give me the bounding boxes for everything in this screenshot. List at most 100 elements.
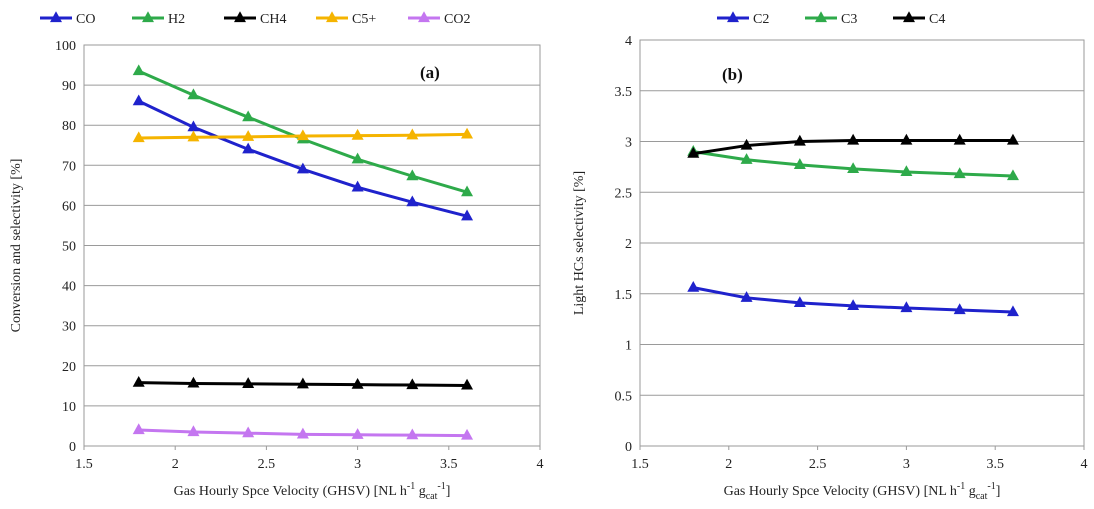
data-point <box>242 110 255 122</box>
data-point <box>351 377 364 389</box>
legend-label: H2 <box>168 12 185 27</box>
legend-item-co2: CO2 <box>408 11 470 27</box>
data-point <box>461 185 474 197</box>
data-point <box>187 376 200 388</box>
data-point <box>740 291 753 302</box>
legend-swatch-marker <box>727 11 739 23</box>
y-tick-label: 1 <box>625 339 632 354</box>
data-point <box>351 152 364 164</box>
data-point <box>242 130 255 141</box>
chart-panel-a: 0 10 20 30 40 50 60 70 80 90 100 1.5 2 2.5 3 3.5 4 CO H2 CH… <box>9 11 544 502</box>
y-tick-label: 0.5 <box>615 389 633 404</box>
legend-label: C2 <box>753 12 769 27</box>
data-point <box>1006 133 1019 145</box>
data-point <box>132 94 145 106</box>
y-tick-label: 4 <box>625 34 632 49</box>
x-tick-label: 3.5 <box>986 457 1004 472</box>
data-point <box>900 301 913 313</box>
data-point <box>132 423 145 435</box>
legend-item-c2: C2 <box>717 11 769 27</box>
legend-label: C4 <box>929 12 945 27</box>
data-point <box>132 131 145 143</box>
legend-swatch-marker <box>326 11 338 23</box>
data-point <box>900 165 913 177</box>
data-point <box>461 209 474 221</box>
data-point <box>406 428 419 440</box>
y-tick-label: 100 <box>55 39 76 54</box>
y-tick-label: 30 <box>62 320 76 335</box>
x-tick-label: 4 <box>1081 457 1088 472</box>
y-tick-label: 2.5 <box>615 186 633 201</box>
x-tick-label: 2 <box>725 457 732 472</box>
data-point <box>847 133 860 145</box>
series-c4 <box>687 133 1019 158</box>
y-tick-label: 80 <box>62 119 76 134</box>
data-point <box>351 428 364 439</box>
series-line <box>138 99 468 218</box>
data-point <box>687 146 700 158</box>
series-c5 <box>132 127 474 143</box>
data-point <box>187 425 200 437</box>
data-point <box>740 153 753 164</box>
x-tick-label: 3.5 <box>440 457 458 472</box>
legend-item-c3: C3 <box>805 11 857 27</box>
legend-swatch-marker <box>234 11 246 23</box>
data-point <box>1006 305 1019 317</box>
legend-label: C3 <box>841 12 857 27</box>
legend-label: C5+ <box>352 12 376 27</box>
data-point <box>296 377 309 389</box>
data-point <box>351 128 364 140</box>
data-point <box>1006 169 1019 181</box>
legend-item-ch4: CH4 <box>224 11 286 27</box>
data-point <box>900 133 913 145</box>
chart-panel-b: 0 0.5 1 1.5 2 2.5 3 3.5 4 1.5 2 2.5 3 3.5 4 C2 C3 C4 (b) Li… <box>572 11 1088 502</box>
y-tick-label: 0 <box>625 440 632 455</box>
y-tick-label: 60 <box>62 199 76 214</box>
y-tick-label: 90 <box>62 79 76 94</box>
panel-label: (b) <box>722 65 743 84</box>
y-tick-label: 10 <box>62 400 76 415</box>
data-point <box>296 129 309 141</box>
data-point <box>296 427 309 439</box>
data-point <box>132 375 145 387</box>
x-axis-title: Gas Hourly Spce Velocity (GHSV) [NL h-1 … <box>724 481 1001 502</box>
data-point <box>406 195 419 207</box>
legend-item-c4: C4 <box>893 11 945 27</box>
data-point <box>793 158 806 169</box>
legend-label: CO2 <box>444 12 470 27</box>
series-co <box>132 94 474 221</box>
x-tick-label: 2.5 <box>809 457 827 472</box>
x-tick-label: 3 <box>903 457 910 472</box>
data-point <box>461 428 474 440</box>
legend-swatch-marker <box>903 11 915 23</box>
data-point <box>461 378 474 390</box>
legend-swatch-marker <box>142 11 154 23</box>
y-axis-title: Light HCs selectivity [%] <box>572 171 587 315</box>
y-tick-label: 3.5 <box>615 85 633 100</box>
y-axis-title: Conversion and selectivity [%] <box>9 159 24 333</box>
series-c3 <box>687 144 1019 181</box>
panel-label: (a) <box>420 63 440 82</box>
series-ch4 <box>132 375 474 390</box>
x-tick-label: 4 <box>537 457 544 472</box>
x-axis-title: Gas Hourly Spce Velocity (GHSV) [NL h-1 … <box>174 481 451 502</box>
legend-item-c5: C5+ <box>316 11 376 27</box>
data-point <box>953 133 966 145</box>
legend-label: CH4 <box>260 12 286 27</box>
series-c2 <box>687 280 1019 317</box>
data-point <box>847 299 860 311</box>
data-point <box>242 426 255 438</box>
data-point <box>132 64 145 76</box>
data-point <box>406 169 419 181</box>
y-tick-label: 20 <box>62 360 76 375</box>
data-point <box>687 280 700 292</box>
x-tick-label: 2 <box>172 457 179 472</box>
data-point <box>187 88 200 100</box>
legend-item-co: CO <box>40 11 95 27</box>
data-point <box>406 378 419 390</box>
y-tick-label: 2 <box>625 237 632 252</box>
y-tick-label: 40 <box>62 280 76 295</box>
x-tick-label: 3 <box>354 457 361 472</box>
data-point <box>793 134 806 146</box>
